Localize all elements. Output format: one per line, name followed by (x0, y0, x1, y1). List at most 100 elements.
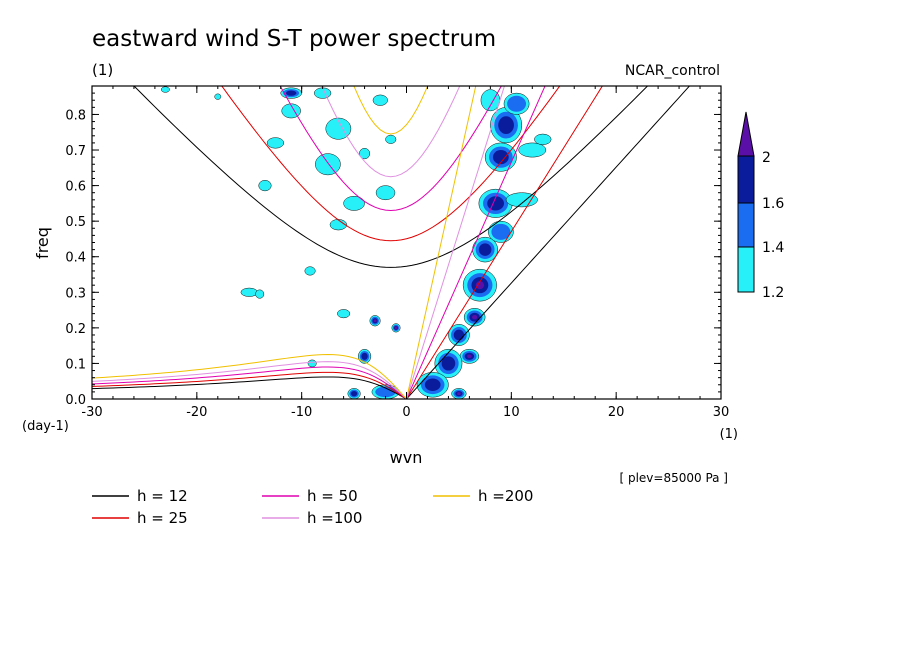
colorbar-label: 1.6 (762, 196, 784, 212)
contour-level-2 (472, 314, 478, 320)
level-label: [ plev=85000 Pa ] (619, 471, 728, 485)
units-label: (1) (92, 61, 113, 79)
rossby-curve (92, 376, 407, 399)
contour-blob (462, 268, 497, 302)
rossby-curve (92, 371, 407, 399)
x-tick-label: 0 (402, 405, 410, 420)
y-units-label: (day-1) (22, 419, 69, 434)
contour-level-1.6 (285, 90, 297, 96)
contour-blob (488, 220, 514, 243)
contour-blob (463, 308, 486, 327)
contour-blob (472, 236, 498, 263)
axes: -30 -20 -10 0 10 20 30 0.0 0.1 0.2 0.3 0.4 0.5 0.6 0.7… (65, 86, 729, 420)
y-tick-label: 0.1 (65, 357, 86, 372)
contour-level-1.4 (491, 223, 511, 240)
gravity-curve (133, 86, 649, 268)
kelvin-curve (406, 86, 505, 399)
colorbar-arrow (737, 111, 755, 157)
contour-blob (484, 142, 517, 172)
x-tick-label: 20 (608, 405, 625, 420)
contour-level-1.2 (160, 86, 170, 93)
contour-blob (214, 93, 222, 100)
contour-level-1.2 (304, 266, 316, 276)
x-tick-label: 30 (713, 405, 730, 420)
rossby-curve (92, 366, 407, 399)
colorbar-swatch (737, 202, 755, 248)
colorbar-label: 2 (762, 150, 771, 166)
contour-blob (255, 289, 265, 299)
contour-blob (325, 117, 352, 140)
contour-level-1.6 (424, 378, 441, 391)
contour-blob (347, 388, 361, 399)
contour-blob (478, 188, 513, 218)
contour-level-1.2 (385, 134, 397, 144)
contour-level-1.2 (315, 153, 341, 176)
contour-fills (160, 86, 552, 399)
y-tick-label: 0.3 (65, 286, 86, 301)
y-tick-label: 0.8 (65, 108, 86, 123)
contour-blob (343, 196, 365, 211)
contour-level-1.2 (337, 309, 351, 319)
contour-blob (459, 348, 480, 364)
contour-level-1.2 (505, 192, 538, 208)
contour-blob (375, 185, 396, 201)
contour-blob (315, 153, 341, 176)
y-tick-label: 0.6 (65, 180, 86, 195)
gravity-curve (353, 86, 429, 135)
contour-level-1.2 (375, 185, 396, 201)
contour-level-2 (394, 326, 398, 330)
x-axis-label: wvn (390, 448, 423, 467)
contour-level-1.2 (307, 359, 317, 368)
rossby-curve (92, 354, 407, 399)
contour-level-1.2 (313, 87, 332, 99)
contour-level-1.2 (266, 137, 285, 149)
contour-level-1.2 (214, 93, 222, 100)
contour-blob (416, 372, 449, 398)
contour-blob (240, 287, 258, 297)
contour-level-1.2 (240, 287, 258, 297)
contour-level-2 (373, 319, 377, 323)
legend-label: h = 12 (137, 487, 188, 505)
contour-level-1.6 (350, 390, 358, 397)
legend-label: h = 50 (307, 487, 358, 505)
contour-level-1.2 (359, 147, 371, 160)
y-axis-label: freq (33, 227, 52, 259)
legend: h = 12 h = 25 h = 50 h =100 h =200 (92, 487, 533, 527)
contour-blob (359, 147, 371, 160)
contour-blob (258, 180, 272, 192)
contour-blob (518, 142, 547, 158)
contour-level-1.6 (441, 356, 456, 371)
contour-level-1.2 (329, 219, 347, 231)
x-tick-label: -20 (186, 405, 207, 420)
colorbar: 2 1.6 1.4 1.2 (737, 111, 784, 301)
gravity-curve (321, 86, 461, 178)
contour-level-1.6 (361, 352, 368, 360)
contour-blob (448, 324, 470, 346)
plot-frame (91, 85, 722, 400)
contour-blob (358, 348, 372, 364)
contour-blob (307, 359, 317, 368)
contour-level-1.2 (372, 94, 388, 106)
gravity-curve (221, 86, 561, 242)
contour-blob (369, 315, 381, 327)
contour-level-2 (457, 392, 461, 396)
contour-blob (329, 219, 347, 231)
colorbar-label: 1.4 (762, 240, 784, 256)
y-tick-label: 0.2 (65, 322, 86, 337)
rossby-curve (92, 361, 407, 399)
x-tick-label: 10 (503, 405, 520, 420)
contour-blob (313, 87, 332, 99)
contour-blob (503, 92, 530, 115)
kelvin-curve (406, 86, 603, 399)
y-tick-label: 0.4 (65, 251, 86, 266)
run-label: NCAR_control (625, 63, 720, 79)
kelvin-curve (406, 86, 546, 399)
x-tick-label: -30 (81, 405, 102, 420)
contour-blob (451, 388, 467, 399)
contour-blob (505, 192, 538, 208)
legend-label: h =200 (478, 487, 533, 505)
contour-blob (266, 137, 285, 149)
contour-blob (480, 89, 501, 112)
contour-blob (304, 266, 316, 276)
